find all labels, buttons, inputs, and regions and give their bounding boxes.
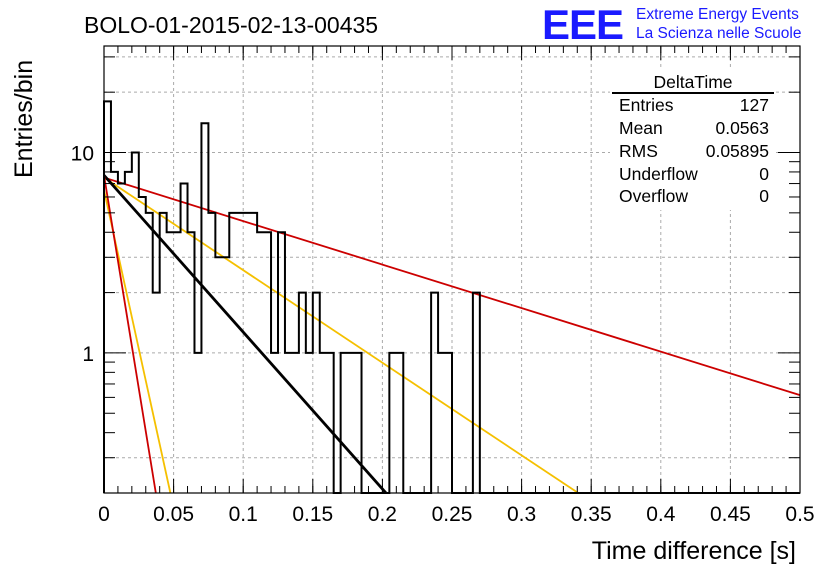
x-tick-label: 0.45 [710,503,751,526]
x-axis-label: Time difference [s] [592,537,796,565]
histogram-bin [201,123,208,493]
histogram-bin [174,232,181,493]
stats-title: DeltaTime [653,72,732,92]
stats-label-rms: RMS [619,141,658,161]
stats-label-mean: Mean [619,118,663,138]
histogram-bin [118,184,125,493]
stats-value-overflow: 0 [759,186,769,206]
histogram-bin [285,353,292,493]
x-tick-label: 0.1 [229,503,258,526]
x-tick-label: 0 [98,503,110,526]
fit-curve [102,174,388,494]
y-tick-label: 1 [82,343,94,366]
stats-value-mean: 0.0563 [715,118,769,138]
stats-value-rms: 0.05895 [706,141,769,161]
histogram-bin [306,353,313,493]
histogram-bin [257,232,264,493]
chart-title: BOLO-01-2015-02-13-00435 [84,12,378,38]
histogram-bin [125,172,132,493]
histogram-bin [473,293,480,493]
histogram-bin [431,293,438,493]
histogram-bin [299,293,306,493]
x-tick-label: 0.15 [292,503,333,526]
histogram-bin [313,293,320,493]
histogram-bin [139,197,146,493]
stats-value-underflow: 0 [759,164,769,184]
histogram-bin [348,353,355,493]
x-tick-label: 0.3 [507,503,536,526]
x-tick-labels: 0 0.05 0.1 0.15 0.2 0.25 0.3 0.35 0.4 0.45 0.5 [98,503,814,526]
histogram-bin [438,353,445,493]
histogram-bin [153,293,160,493]
stats-label-underflow: Underflow [619,164,698,184]
fit-curve [103,176,579,494]
logo-line1: Extreme Energy Events [636,6,799,23]
histogram-bin [445,353,452,493]
stats-box: DeltaTime Entries 127 Mean 0.0563 RMS 0.… [610,70,776,210]
axis-ticks [103,46,801,494]
y-tick-labels: 1 10 [71,143,94,366]
histogram-bin [292,353,299,493]
fit-curve [103,175,157,494]
stats-value-entries: 127 [740,95,769,115]
fit-curve [103,176,801,397]
logo-line2: La Scienza nelle Scuole [636,25,801,42]
histogram-bin [389,353,396,493]
x-tick-label: 0.05 [153,503,194,526]
stats-label-overflow: Overflow [619,186,688,206]
histogram-bin [104,101,111,493]
y-tick-label: 10 [71,143,94,166]
histogram-bin [167,232,174,493]
histogram-bin [271,353,278,493]
fit-curves [102,174,801,494]
histogram-bin [355,353,362,493]
x-tick-label: 0.2 [368,503,397,526]
x-tick-label: 0.25 [432,503,473,526]
x-tick-label: 0.4 [646,503,676,526]
logo-letters: EEE [542,1,623,48]
histogram-bin [278,232,285,493]
y-axis-label: Entries/bin [10,60,38,178]
x-tick-label: 0.5 [785,503,814,526]
stats-label-entries: Entries [619,95,674,115]
eee-logo: EEE Extreme Energy Events La Scienza nel… [542,1,801,48]
histogram-bin [341,353,348,493]
histogram-bin [327,353,334,493]
histogram-bin [194,353,201,493]
x-tick-label: 0.35 [571,503,612,526]
